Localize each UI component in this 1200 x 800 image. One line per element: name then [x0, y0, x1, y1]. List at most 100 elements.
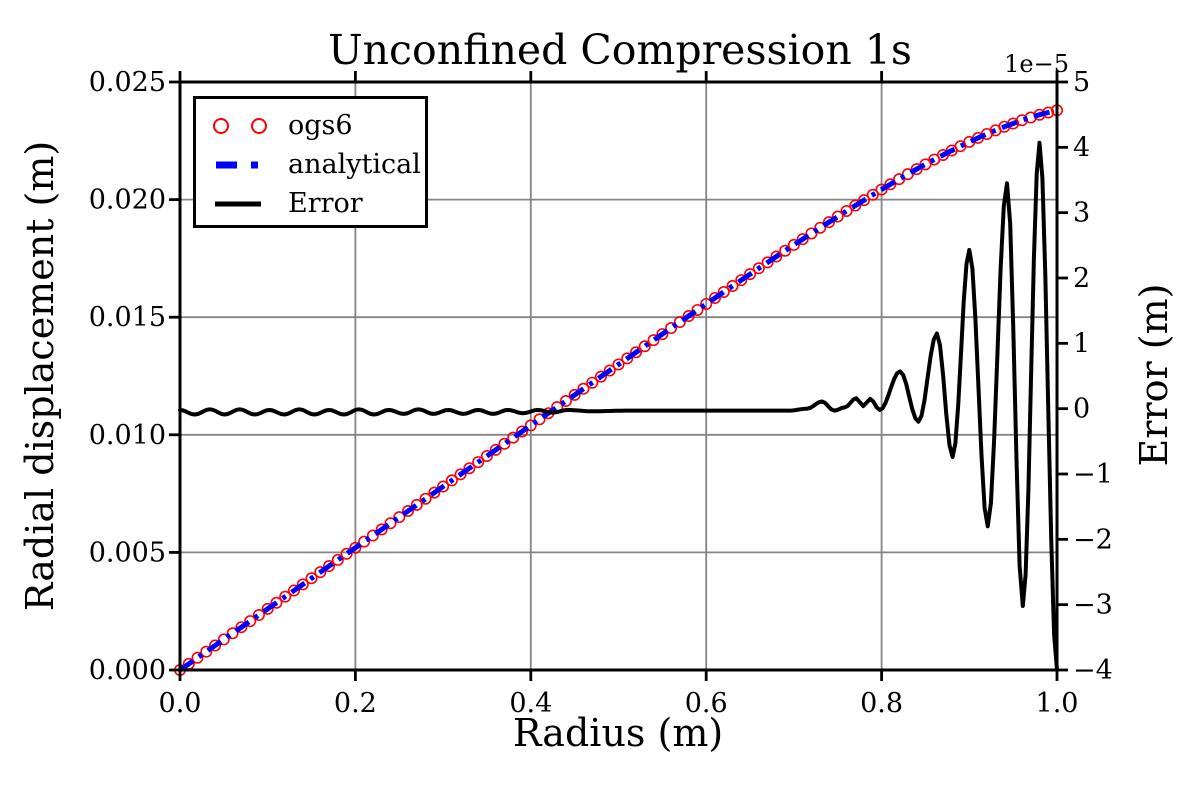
ogs6-marker: [279, 590, 292, 603]
ogs6-marker: [840, 205, 853, 218]
ogs6-marker: [858, 194, 871, 207]
ogs6-marker: [822, 216, 835, 229]
ogs6-marker: [200, 645, 213, 658]
right-y-tick-label: 5: [1073, 67, 1090, 98]
legend-label-error: Error: [288, 188, 363, 219]
chart-title: Unconfined Compression 1s: [328, 26, 912, 74]
ogs6-marker: [261, 602, 274, 615]
right-y-tick-label: 0: [1073, 394, 1090, 425]
x-tick-label: 0.0: [159, 688, 202, 719]
ogs6-marker: [577, 382, 590, 395]
ogs6-marker: [437, 480, 450, 493]
ogs6-marker: [700, 297, 713, 310]
legend-item-analytical: analytical: [210, 145, 425, 184]
error-line-icon: [215, 201, 261, 206]
legend: ogs6 analytical Error: [193, 96, 428, 228]
ogs6-marker: [393, 511, 406, 524]
ogs6-marker: [323, 560, 336, 573]
left-y-tick-label: 0.010: [89, 420, 166, 451]
ogs6-marker: [375, 523, 388, 536]
legend-label-analytical: analytical: [288, 149, 421, 180]
ogs6-marker: [445, 474, 458, 487]
ogs6-marker: [638, 340, 651, 353]
right-y-tick-label: −2: [1073, 524, 1113, 555]
ogs6-marker: [270, 596, 283, 609]
ogs6-marker: [358, 535, 371, 548]
left-y-axis-label: Radial displacement (m): [18, 140, 62, 612]
right-y-tick-label: 4: [1073, 132, 1090, 163]
ogs6-marker: [568, 388, 581, 401]
ogs6-marker: [252, 608, 265, 621]
ogs6-marker: [296, 578, 309, 591]
ogs6-marker: [428, 486, 441, 499]
ogs6-marker: [516, 425, 529, 438]
legend-label-ogs6: ogs6: [288, 110, 353, 141]
x-tick-label: 0.2: [334, 688, 377, 719]
ogs6-marker: [744, 268, 757, 281]
ogs6-marker: [621, 352, 634, 365]
ogs6-marker: [454, 468, 467, 481]
ogs6-marker: [673, 315, 686, 328]
ogs6-marker: [770, 250, 783, 263]
x-tick-label: 0.6: [685, 688, 728, 719]
ogs6-marker: [691, 303, 704, 316]
ogs6-marker: [489, 443, 502, 456]
x-axis-label: Radius (m): [512, 711, 724, 755]
ogs6-marker: [682, 309, 695, 322]
left-y-tick-label: 0.000: [89, 655, 166, 686]
ogs6-marker: [656, 328, 669, 341]
right-y-tick-label: 3: [1073, 198, 1090, 229]
ogs6-marker: [480, 449, 493, 462]
ogs6-marker: [893, 173, 906, 186]
ogs6-marker: [402, 505, 415, 518]
ogs6-marker: [647, 334, 660, 347]
axes-spines: [178, 80, 1059, 672]
x-tick-label: 0.8: [860, 688, 903, 719]
ogs6-marker: [384, 517, 397, 530]
ogs6-marker: [612, 358, 625, 371]
legend-item-ogs6: ogs6: [210, 106, 425, 145]
left-y-tick-label: 0.025: [89, 67, 166, 98]
legend-item-error: Error: [210, 184, 425, 223]
ogs6-marker: [630, 346, 643, 359]
ogs6-marker: [761, 256, 774, 269]
ogs6-marker: [849, 199, 862, 212]
analytical-dashdot-icon: [216, 161, 258, 168]
x-tick-label: 0.4: [509, 688, 552, 719]
ogs6-marker: [226, 627, 239, 640]
ogs6-marker: [498, 437, 511, 450]
ogs6-marker: [796, 233, 809, 246]
ogs6-marker: [524, 419, 537, 432]
ogs6-marker: [814, 221, 827, 234]
x-tick-label: 1.0: [1036, 688, 1079, 719]
ogs6-marker: [340, 547, 353, 560]
ogs6-marker: [708, 291, 721, 304]
ogs6-marker: [410, 498, 423, 511]
ogs6-marker: [594, 370, 607, 383]
ogs6-marker: [901, 168, 914, 181]
right-y-tick-label: 1: [1073, 328, 1090, 359]
ogs6-marker: [217, 633, 230, 646]
ogs6-marker: [831, 210, 844, 223]
left-y-tick-label: 0.005: [89, 537, 166, 568]
ogs6-marker: [805, 227, 818, 240]
ogs6-marker: [314, 566, 327, 579]
ogs6-marker: [507, 431, 520, 444]
left-y-tick-label: 0.020: [89, 185, 166, 216]
ogs6-marker: [866, 188, 879, 201]
ogs6-marker: [419, 492, 432, 505]
ogs6-marker: [752, 262, 765, 275]
ogs6-circle-marker-icon: [213, 117, 267, 134]
ogs6-marker: [472, 456, 485, 469]
left-y-tick-label: 0.015: [89, 302, 166, 333]
ogs6-marker: [463, 462, 476, 475]
ogs6-marker: [735, 274, 748, 287]
ogs6-marker: [559, 395, 572, 408]
ogs6-marker: [331, 553, 344, 566]
ogs6-marker: [787, 238, 800, 251]
ogs6-marker: [726, 280, 739, 293]
ogs6-marker: [235, 621, 248, 634]
ogs6-marker: [209, 639, 222, 652]
